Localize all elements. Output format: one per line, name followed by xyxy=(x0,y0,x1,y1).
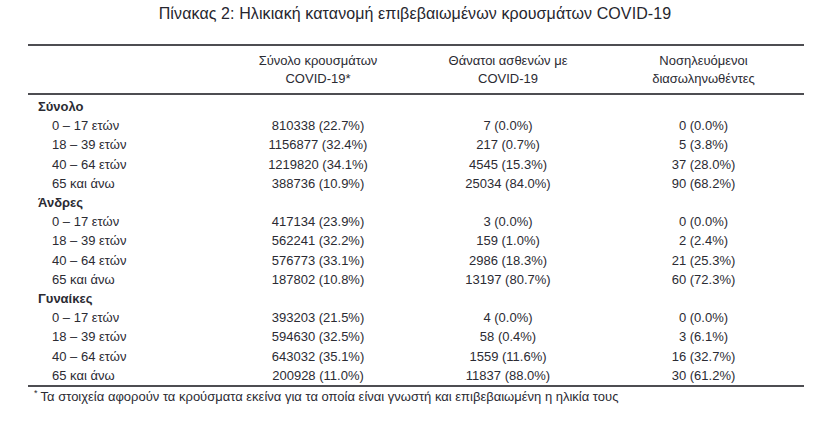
intubated-value: 60 (72.3%) xyxy=(603,272,804,287)
footnote-asterisk: * xyxy=(34,388,38,398)
age-label: 0 – 17 ετών xyxy=(28,214,223,229)
document-page: Πίνακας 2: Ηλικιακή κατανομή επιβεβαιωμέ… xyxy=(0,0,840,438)
column-header-deaths-line2: COVID-19 xyxy=(413,70,603,88)
age-label: 40 – 64 ετών xyxy=(28,349,223,364)
age-label: 65 και άνω xyxy=(28,176,223,191)
column-header-cases-line1: Σύνολο κρουσμάτων xyxy=(223,52,413,70)
table-body: Σύνολο 0 – 17 ετών 810338 (22.7%) 7 (0.0… xyxy=(28,95,804,385)
intubated-value: 21 (25.3%) xyxy=(603,253,804,268)
table-header-row: Σύνολο κρουσμάτων COVID-19* Θάνατοι ασθε… xyxy=(28,46,804,93)
section-header-row: Σύνολο xyxy=(28,97,804,116)
table-bottom-rule xyxy=(28,385,804,387)
cases-value: 388736 (10.9%) xyxy=(223,176,413,191)
footnote-text: Τα στοιχεία αφορούν τα κρούσματα εκείνα … xyxy=(41,389,619,404)
cases-value: 1156877 (32.4%) xyxy=(223,137,413,152)
column-header-intubated-line1: Νοσηλευόμενοι xyxy=(603,52,804,70)
column-header-cases-line2: COVID-19* xyxy=(223,70,413,88)
deaths-value: 159 (1.0%) xyxy=(413,233,603,248)
age-label: 65 και άνω xyxy=(28,272,223,287)
column-header-intubated: Νοσηλευόμενοι διασωληνωθέντες xyxy=(603,51,804,88)
deaths-value: 13197 (80.7%) xyxy=(413,272,603,287)
table-row: 65 και άνω 187802 (10.8%) 13197 (80.7%) … xyxy=(28,270,804,289)
deaths-value: 7 (0.0%) xyxy=(413,118,603,133)
section-header-row: Άνδρες xyxy=(28,193,804,212)
intubated-value: 2 (2.4%) xyxy=(603,233,804,248)
age-label: 40 – 64 ετών xyxy=(28,157,223,172)
table-row: 40 – 64 ετών 1219820 (34.1%) 4545 (15.3%… xyxy=(28,155,804,174)
table-row: 65 και άνω 200928 (11.0%) 11837 (88.0%) … xyxy=(28,366,804,385)
deaths-value: 4 (0.0%) xyxy=(413,310,603,325)
section-label: Άνδρες xyxy=(28,195,804,210)
intubated-value: 90 (68.2%) xyxy=(603,176,804,191)
table-row: 0 – 17 ετών 810338 (22.7%) 7 (0.0%) 0 (0… xyxy=(28,116,804,135)
table-row: 40 – 64 ετών 643032 (35.1%) 1559 (11.6%)… xyxy=(28,346,804,365)
age-label: 0 – 17 ετών xyxy=(28,310,223,325)
deaths-value: 25034 (84.0%) xyxy=(413,176,603,191)
intubated-value: 3 (6.1%) xyxy=(603,329,804,344)
intubated-value: 30 (61.2%) xyxy=(603,368,804,383)
covid-age-table: Σύνολο κρουσμάτων COVID-19* Θάνατοι ασθε… xyxy=(28,44,804,387)
section-header-row: Γυναίκες xyxy=(28,289,804,308)
table-row: 18 – 39 ετών 562241 (32.2%) 159 (1.0%) 2… xyxy=(28,231,804,250)
deaths-value: 4545 (15.3%) xyxy=(413,157,603,172)
cases-value: 187802 (10.8%) xyxy=(223,272,413,287)
column-header-deaths: Θάνατοι ασθενών με COVID-19 xyxy=(413,51,603,88)
table-row: 65 και άνω 388736 (10.9%) 25034 (84.0%) … xyxy=(28,174,804,193)
column-header-empty xyxy=(28,69,223,70)
deaths-value: 11837 (88.0%) xyxy=(413,368,603,383)
cases-value: 200928 (11.0%) xyxy=(223,368,413,383)
cases-value: 562241 (32.2%) xyxy=(223,233,413,248)
intubated-value: 0 (0.0%) xyxy=(603,214,804,229)
cases-value: 417134 (23.9%) xyxy=(223,214,413,229)
deaths-value: 217 (0.7%) xyxy=(413,137,603,152)
age-label: 18 – 39 ετών xyxy=(28,233,223,248)
table-row: 0 – 17 ετών 393203 (21.5%) 4 (0.0%) 0 (0… xyxy=(28,308,804,327)
section-label: Γυναίκες xyxy=(28,291,804,306)
section-label: Σύνολο xyxy=(28,99,804,114)
deaths-value: 3 (0.0%) xyxy=(413,214,603,229)
column-header-deaths-line1: Θάνατοι ασθενών με xyxy=(413,52,603,70)
table-row: 40 – 64 ετών 576773 (33.1%) 2986 (18.3%)… xyxy=(28,251,804,270)
table-footnote: *Τα στοιχεία αφορούν τα κρούσματα εκείνα… xyxy=(34,388,618,404)
table-row: 18 – 39 ετών 1156877 (32.4%) 217 (0.7%) … xyxy=(28,135,804,154)
cases-value: 1219820 (34.1%) xyxy=(223,157,413,172)
intubated-value: 0 (0.0%) xyxy=(603,118,804,133)
deaths-value: 2986 (18.3%) xyxy=(413,253,603,268)
deaths-value: 1559 (11.6%) xyxy=(413,349,603,364)
age-label: 65 και άνω xyxy=(28,368,223,383)
age-label: 18 – 39 ετών xyxy=(28,329,223,344)
age-label: 18 – 39 ετών xyxy=(28,137,223,152)
deaths-value: 58 (0.4%) xyxy=(413,329,603,344)
intubated-value: 37 (28.0%) xyxy=(603,157,804,172)
table-row: 18 – 39 ετών 594630 (32.5%) 58 (0.4%) 3 … xyxy=(28,327,804,346)
cases-value: 594630 (32.5%) xyxy=(223,329,413,344)
table-title: Πίνακας 2: Ηλικιακή κατανομή επιβεβαιωμέ… xyxy=(0,5,830,23)
cases-value: 393203 (21.5%) xyxy=(223,310,413,325)
cases-value: 810338 (22.7%) xyxy=(223,118,413,133)
intubated-value: 16 (32.7%) xyxy=(603,349,804,364)
column-header-cases: Σύνολο κρουσμάτων COVID-19* xyxy=(223,51,413,88)
intubated-value: 0 (0.0%) xyxy=(603,310,804,325)
cases-value: 576773 (33.1%) xyxy=(223,253,413,268)
column-header-intubated-line2: διασωληνωθέντες xyxy=(603,70,804,88)
table-row: 0 – 17 ετών 417134 (23.9%) 3 (0.0%) 0 (0… xyxy=(28,212,804,231)
intubated-value: 5 (3.8%) xyxy=(603,137,804,152)
age-label: 40 – 64 ετών xyxy=(28,253,223,268)
age-label: 0 – 17 ετών xyxy=(28,118,223,133)
cases-value: 643032 (35.1%) xyxy=(223,349,413,364)
